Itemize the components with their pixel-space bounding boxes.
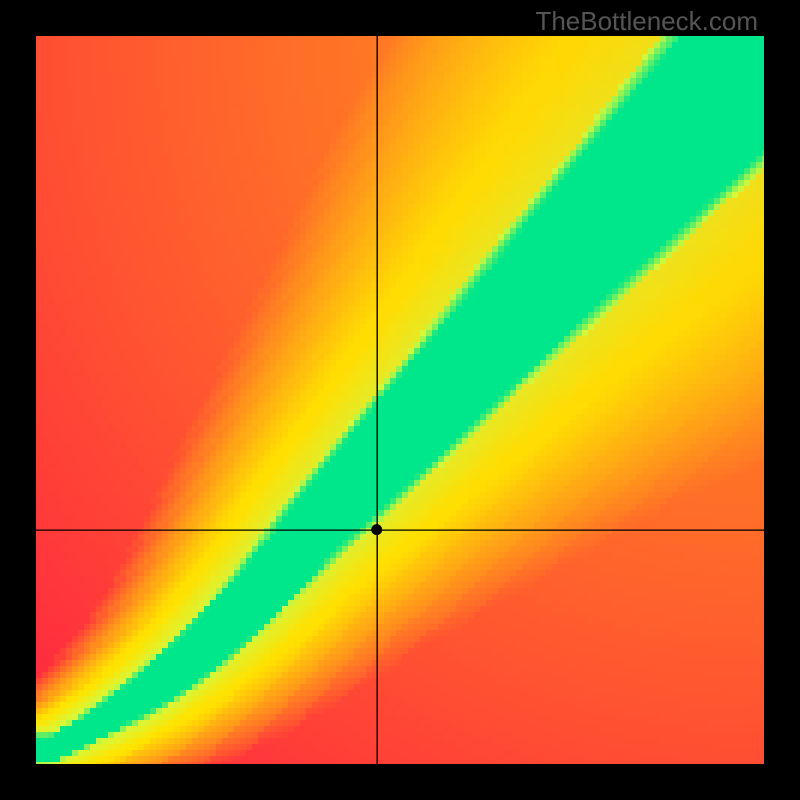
chart-container: TheBottleneck.com [0, 0, 800, 800]
heatmap-canvas [0, 0, 800, 800]
watermark-text: TheBottleneck.com [535, 6, 758, 37]
